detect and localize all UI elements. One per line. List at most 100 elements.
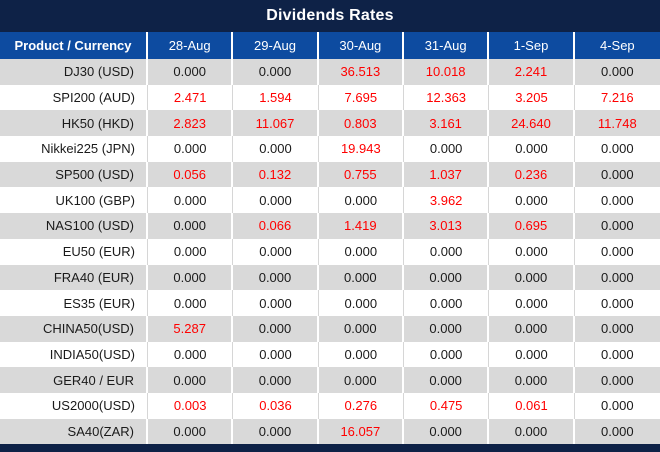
dividend-value-cell: 0.000 bbox=[574, 264, 660, 291]
product-cell: UK100 (GBP) bbox=[0, 187, 148, 214]
table-row: Nikkei225 (JPN) 0.000 0.000 19.943 0.000 0.00… bbox=[0, 136, 660, 162]
table-row: INDIA50(USD) 0.000 0.000 0.000 0.000 0.000 0.0… bbox=[0, 341, 660, 368]
dividend-value-cell: 0.000 bbox=[233, 418, 319, 445]
dividend-value-cell: 0.000 bbox=[148, 367, 234, 393]
dividend-value-cell: 0.000 bbox=[403, 418, 490, 445]
product-cell: DJ30 (USD) bbox=[0, 59, 148, 85]
product-cell: ES35 (EUR) bbox=[0, 290, 148, 316]
dividend-value-cell: 0.000 bbox=[318, 341, 404, 368]
dividend-value-cell: 0.000 bbox=[233, 264, 319, 291]
date-column-header: 28-Aug bbox=[148, 32, 234, 59]
dividend-value-cell: 0.000 bbox=[489, 290, 575, 316]
dividend-value-cell: 0.000 bbox=[233, 238, 319, 265]
table-row: FRA40 (EUR) 0.000 0.000 0.000 0.000 0.000 0.00… bbox=[0, 264, 660, 291]
dividend-value-cell: 0.000 bbox=[318, 238, 404, 265]
product-currency-header: Product / Currency bbox=[0, 32, 148, 59]
dividend-value-cell: 0.000 bbox=[403, 341, 490, 368]
dividend-value-cell: 0.000 bbox=[489, 187, 575, 214]
dividend-value-cell: 10.018 bbox=[403, 59, 490, 85]
product-cell: EU50 (EUR) bbox=[0, 238, 148, 265]
footer-bar bbox=[0, 444, 660, 452]
dividend-value-cell: 0.695 bbox=[489, 213, 575, 239]
product-cell: FRA40 (EUR) bbox=[0, 264, 148, 291]
dividend-value-cell: 2.823 bbox=[148, 110, 234, 137]
dividend-value-cell: 3.161 bbox=[403, 110, 490, 137]
dividend-value-cell: 0.000 bbox=[574, 187, 660, 214]
dividend-value-cell: 0.000 bbox=[148, 187, 234, 214]
dividend-value-cell: 0.000 bbox=[148, 59, 234, 85]
date-column-header: 29-Aug bbox=[233, 32, 319, 59]
dividend-value-cell: 0.000 bbox=[574, 367, 660, 393]
dividend-value-cell: 0.000 bbox=[233, 59, 319, 85]
dividend-value-cell: 0.000 bbox=[489, 341, 575, 368]
dividend-value-cell: 0.066 bbox=[233, 213, 319, 239]
dividend-value-cell: 0.000 bbox=[233, 367, 319, 393]
product-cell: Nikkei225 (JPN) bbox=[0, 136, 148, 162]
dividend-value-cell: 0.000 bbox=[148, 341, 234, 368]
dividend-value-cell: 0.000 bbox=[403, 315, 490, 342]
dividend-value-cell: 0.000 bbox=[233, 290, 319, 316]
dividend-value-cell: 0.000 bbox=[148, 213, 234, 239]
dividend-value-cell: 0.000 bbox=[489, 264, 575, 291]
product-cell: SPI200 (AUD) bbox=[0, 84, 148, 111]
table-row: GER40 / EUR 0.000 0.000 0.000 0.000 0.000 0.00… bbox=[0, 367, 660, 393]
table-header: Product / Currency 28-Aug 29-Aug 30-Aug 31-A… bbox=[0, 32, 660, 59]
dividend-value-cell: 0.000 bbox=[233, 187, 319, 214]
date-column-header: 1-Sep bbox=[489, 32, 575, 59]
dividend-value-cell: 0.000 bbox=[318, 187, 404, 214]
dividend-value-cell: 0.000 bbox=[489, 238, 575, 265]
dividend-value-cell: 0.755 bbox=[318, 161, 404, 188]
dividend-value-cell: 11.748 bbox=[574, 110, 660, 137]
dividend-value-cell: 3.013 bbox=[403, 213, 490, 239]
dividend-value-cell: 0.000 bbox=[403, 290, 490, 316]
dividend-value-cell: 0.000 bbox=[574, 213, 660, 239]
dividend-value-cell: 0.000 bbox=[233, 315, 319, 342]
dividend-value-cell: 0.003 bbox=[148, 392, 234, 419]
dividend-value-cell: 0.000 bbox=[574, 315, 660, 342]
dividend-value-cell: 0.036 bbox=[233, 392, 319, 419]
table-body: DJ30 (USD) 0.000 0.000 36.513 10.018 2.241 0.0… bbox=[0, 59, 660, 445]
dividend-value-cell: 0.000 bbox=[318, 264, 404, 291]
title-bar: Dividends Rates bbox=[0, 0, 660, 32]
page-title: Dividends Rates bbox=[266, 7, 394, 24]
dividend-value-cell: 2.241 bbox=[489, 59, 575, 85]
dividend-value-cell: 24.640 bbox=[489, 110, 575, 137]
dividend-value-cell: 0.000 bbox=[574, 59, 660, 85]
product-cell: NAS100 (USD) bbox=[0, 213, 148, 239]
dividend-value-cell: 0.000 bbox=[148, 264, 234, 291]
table-row: US2000(USD) 0.003 0.036 0.276 0.475 0.061 0.00… bbox=[0, 392, 660, 419]
dividend-value-cell: 3.962 bbox=[403, 187, 490, 214]
table-row: SP500 (USD) 0.056 0.132 0.755 1.037 0.236 0.00… bbox=[0, 161, 660, 188]
table-row: CHINA50(USD) 5.287 0.000 0.000 0.000 0.000 0.0… bbox=[0, 315, 660, 342]
dividend-value-cell: 0.000 bbox=[403, 136, 490, 162]
dividend-value-cell: 0.000 bbox=[403, 238, 490, 265]
dividend-value-cell: 0.132 bbox=[233, 161, 319, 188]
dividend-value-cell: 0.000 bbox=[233, 136, 319, 162]
product-cell: INDIA50(USD) bbox=[0, 341, 148, 368]
table-row: EU50 (EUR) 0.000 0.000 0.000 0.000 0.000 0.000 bbox=[0, 238, 660, 265]
dividends-table: Product / Currency 28-Aug 29-Aug 30-Aug 31-A… bbox=[0, 32, 660, 445]
dividend-value-cell: 0.236 bbox=[489, 161, 575, 188]
table-row: NAS100 (USD) 0.000 0.066 1.419 3.013 0.695 0.0… bbox=[0, 213, 660, 239]
dividend-value-cell: 0.000 bbox=[574, 341, 660, 368]
dividend-value-cell: 1.037 bbox=[403, 161, 490, 188]
dividend-value-cell: 0.000 bbox=[489, 315, 575, 342]
dividend-value-cell: 3.205 bbox=[489, 84, 575, 111]
date-column-header: 30-Aug bbox=[318, 32, 404, 59]
table-row: UK100 (GBP) 0.000 0.000 0.000 3.962 0.000 0.00… bbox=[0, 187, 660, 214]
product-cell: SA40(ZAR) bbox=[0, 418, 148, 445]
dividend-value-cell: 2.471 bbox=[148, 84, 234, 111]
dividend-value-cell: 0.000 bbox=[574, 161, 660, 188]
dividend-value-cell: 11.067 bbox=[233, 110, 319, 137]
date-column-header: 31-Aug bbox=[403, 32, 490, 59]
dividend-value-cell: 0.000 bbox=[574, 418, 660, 445]
dividend-value-cell: 0.056 bbox=[148, 161, 234, 188]
product-cell: US2000(USD) bbox=[0, 392, 148, 419]
dividend-value-cell: 19.943 bbox=[318, 136, 404, 162]
table-row: SPI200 (AUD) 2.471 1.594 7.695 12.363 3.205 7.… bbox=[0, 84, 660, 111]
dividend-value-cell: 0.000 bbox=[489, 136, 575, 162]
product-cell: SP500 (USD) bbox=[0, 161, 148, 188]
dividend-value-cell: 0.000 bbox=[574, 290, 660, 316]
dividend-value-cell: 1.594 bbox=[233, 84, 319, 111]
